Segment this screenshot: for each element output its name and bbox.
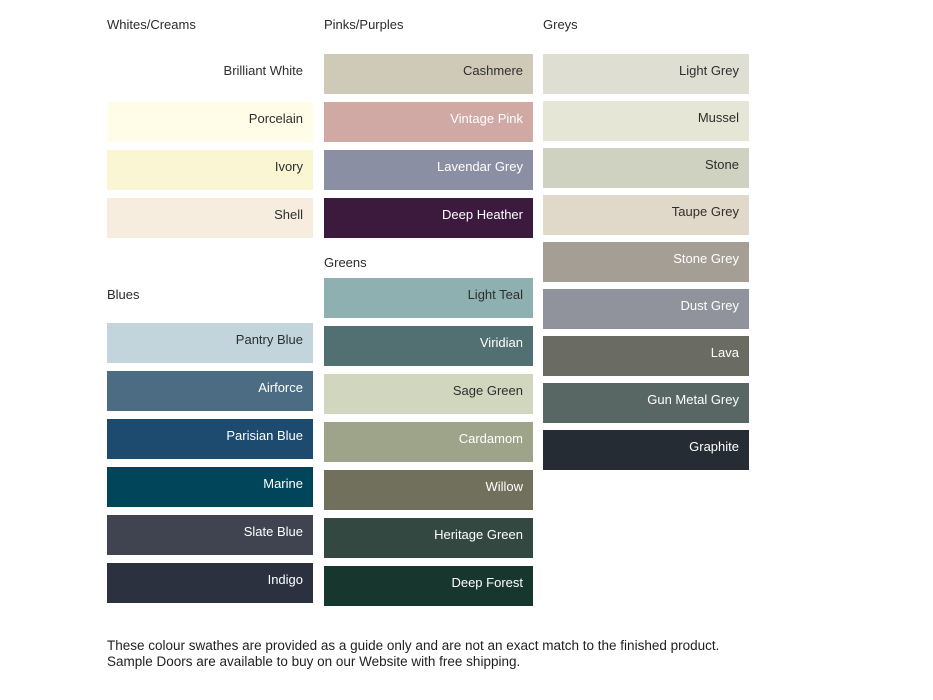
swatch-label: Lavendar Grey (437, 159, 523, 174)
swatch-label: Stone (705, 157, 739, 172)
swatch-label: Slate Blue (243, 524, 303, 539)
swatch-label: Dust Grey (680, 298, 739, 313)
swatch-label: Brilliant White (223, 63, 303, 78)
colour-swatch: Mussel (543, 101, 749, 141)
colour-swatch: Light Teal (324, 278, 533, 318)
colour-swatch: Ivory (107, 150, 313, 190)
colour-swatch: Cardamom (324, 422, 533, 462)
swatch-label: Deep Heather (442, 207, 523, 222)
swatch-section: Blues Pantry Blue Airforce Parisian Blue Mar… (107, 288, 313, 603)
colour-swatch: Graphite (543, 430, 749, 470)
swatch-label: Willow (485, 479, 523, 494)
colour-swatch: Taupe Grey (543, 195, 749, 235)
colour-swatch: Deep Forest (324, 566, 533, 606)
swatch-section: Greens Light Teal Viridian Sage Green Cardam… (324, 256, 533, 606)
colour-swatch: Viridian (324, 326, 533, 366)
swatch-label: Graphite (689, 439, 739, 454)
swatch-label: Ivory (274, 159, 303, 174)
colour-swatch: Cashmere (324, 54, 533, 94)
swatch-label: Viridian (479, 335, 523, 350)
colour-swatch: Light Grey (543, 54, 749, 94)
colour-swatch: Airforce (107, 371, 313, 411)
swatch-label: Heritage Green (434, 527, 523, 542)
swatch-label: Lava (710, 345, 739, 360)
swatch-label: Indigo (267, 572, 303, 587)
colour-swatch: Sage Green (324, 374, 533, 414)
swatch-label: Marine (263, 476, 303, 491)
colour-swatch: Parisian Blue (107, 419, 313, 459)
swatch-label: Porcelain (248, 111, 303, 126)
colour-swatch: Shell (107, 198, 313, 238)
swatch-label: Vintage Pink (450, 111, 523, 126)
colour-swatch: Slate Blue (107, 515, 313, 555)
swatch-label: Pantry Blue (235, 332, 303, 347)
swatch-label: Cardamom (458, 431, 523, 446)
column-whites-and-blues: Whites/Creams Brilliant White Porcelain Ivo… (107, 0, 313, 611)
colour-swatch: Indigo (107, 563, 313, 603)
swatch-label: Cashmere (463, 63, 523, 78)
section-heading: Blues (107, 287, 140, 302)
colour-swatch: Lava (543, 336, 749, 376)
section-heading: Greens (324, 255, 367, 270)
swatch-label: Stone Grey (673, 251, 739, 266)
colour-swatch: Stone (543, 148, 749, 188)
colour-swatch: Pantry Blue (107, 323, 313, 363)
swatch-label: Shell (274, 207, 303, 222)
swatch-label: Light Grey (679, 63, 739, 78)
colour-swatch: Gun Metal Grey (543, 383, 749, 423)
colour-swatch: Willow (324, 470, 533, 510)
section-heading: Pinks/Purples (324, 17, 404, 32)
colour-swatch: Porcelain (107, 102, 313, 142)
swatch-section: Pinks/Purples Cashmere Vintage Pink Lavenda… (324, 18, 533, 238)
swatch-label: Parisian Blue (226, 428, 303, 443)
footer-note: These colour swathes are provided as a g… (107, 638, 720, 669)
swatch-section: Greys Light Grey Mussel Stone Taupe Grey Ston… (543, 18, 749, 470)
colour-swatch: Heritage Green (324, 518, 533, 558)
swatch-label: Sage Green (452, 383, 523, 398)
colour-swatch: Deep Heather (324, 198, 533, 238)
column-greys: Greys Light Grey Mussel Stone Taupe Grey Ston… (543, 0, 749, 477)
colour-swatch: Lavendar Grey (324, 150, 533, 190)
colour-swatch: Brilliant White (107, 54, 313, 94)
swatch-label: Airforce (258, 380, 303, 395)
column-pinks-and-greens: Pinks/Purples Cashmere Vintage Pink Lavenda… (324, 0, 533, 614)
colour-swatch: Marine (107, 467, 313, 507)
section-heading: Whites/Creams (107, 17, 196, 32)
swatch-label: Deep Forest (451, 575, 523, 590)
swatch-section: Whites/Creams Brilliant White Porcelain Ivo… (107, 18, 313, 238)
swatch-label: Mussel (697, 110, 739, 125)
swatch-label: Light Teal (467, 287, 523, 302)
colour-swatch: Stone Grey (543, 242, 749, 282)
section-heading: Greys (543, 17, 578, 32)
colour-swatch: Dust Grey (543, 289, 749, 329)
colour-swatch: Vintage Pink (324, 102, 533, 142)
swatch-label: Gun Metal Grey (647, 392, 739, 407)
swatch-label: Taupe Grey (671, 204, 739, 219)
